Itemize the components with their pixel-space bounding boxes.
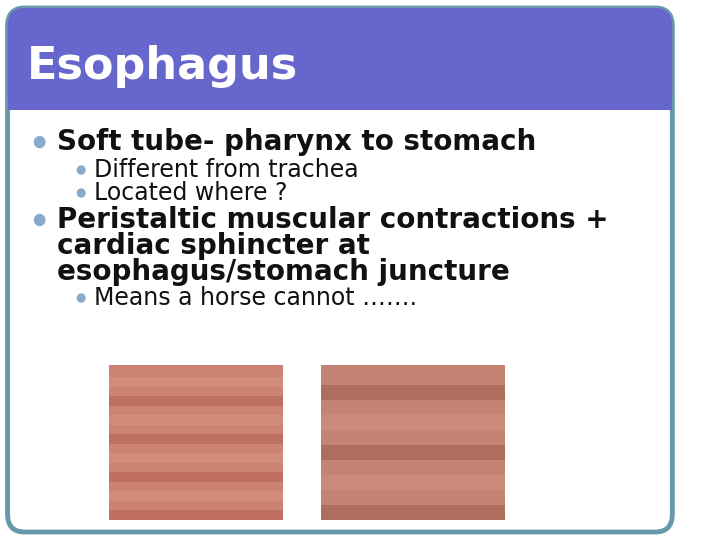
Text: Different from trachea: Different from trachea [94, 158, 359, 182]
Bar [7, 80, 672, 110]
FancyBboxPatch shape [321, 365, 505, 520]
Bar [109, 453, 283, 463]
FancyBboxPatch shape [109, 365, 283, 520]
FancyBboxPatch shape [7, 8, 672, 110]
Circle shape [35, 137, 45, 147]
Text: Peristaltic muscular contractions +: Peristaltic muscular contractions + [57, 206, 608, 234]
Text: cardiac sphincter at: cardiac sphincter at [57, 232, 369, 260]
Circle shape [78, 166, 85, 174]
Bar [109, 396, 283, 406]
Bar [321, 505, 505, 520]
Bar [109, 434, 283, 444]
Bar [109, 415, 283, 425]
Text: esophagus/stomach juncture: esophagus/stomach juncture [57, 258, 510, 286]
Bar [321, 365, 505, 520]
Text: Soft tube- pharynx to stomach: Soft tube- pharynx to stomach [57, 128, 536, 156]
Bar [321, 385, 505, 400]
Bar [109, 510, 283, 520]
Bar [321, 415, 505, 430]
Circle shape [35, 214, 45, 226]
Bar [321, 445, 505, 460]
Circle shape [78, 294, 85, 302]
Text: Means a horse cannot …….: Means a horse cannot ……. [94, 286, 418, 310]
Bar [109, 365, 283, 520]
Circle shape [78, 189, 85, 197]
Bar [321, 475, 505, 490]
Bar [109, 491, 283, 501]
FancyBboxPatch shape [7, 8, 672, 532]
Bar [109, 377, 283, 387]
Text: Esophagus: Esophagus [27, 45, 297, 89]
Text: Located where ?: Located where ? [94, 181, 288, 205]
Bar [109, 472, 283, 482]
